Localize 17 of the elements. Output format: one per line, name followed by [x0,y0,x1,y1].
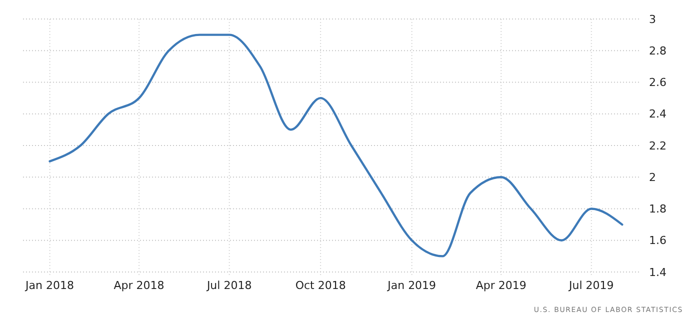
y-tick-label: 2.6 [649,76,666,90]
x-tick-label: Jul 2019 [568,279,614,292]
y-tick-label: 1.6 [649,234,666,248]
y-tick-label: 1.4 [649,266,666,279]
y-tick-label: 2.8 [649,44,666,58]
y-tick-label: 2.4 [649,108,666,121]
y-tick-label: 3 [649,12,656,26]
line-series [48,34,624,258]
y-tick-label: 2 [649,170,656,184]
x-tick-label: Oct 2018 [295,279,346,292]
x-tick-label: Jul 2018 [206,279,252,292]
y-tick-label: 2.2 [649,139,666,152]
x-tick-label: Jan 2019 [386,279,436,292]
x-tick-label: Apr 2019 [476,279,526,292]
x-tick-label: Jan 2018 [24,279,74,292]
y-tick-label: 1.8 [649,202,666,216]
x-tick-label: Apr 2018 [114,279,164,292]
